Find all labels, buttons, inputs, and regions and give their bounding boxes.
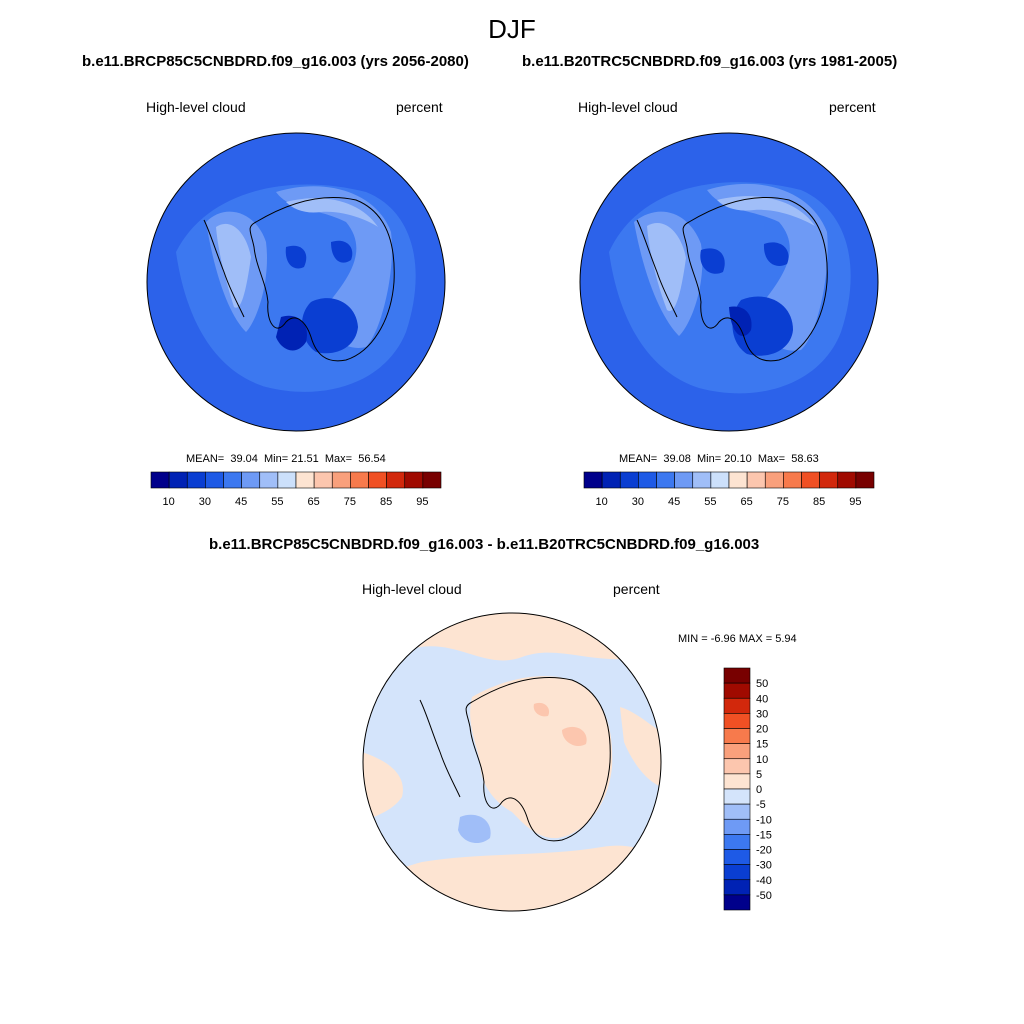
panel-2-stats: MEAN= 39.08 Min= 20.10 Max= 58.63 xyxy=(619,453,819,465)
diff-colorbar-tick-label: 15 xyxy=(756,739,768,751)
colorbar-tick-label: 10 xyxy=(163,496,175,508)
diff-colorbar-swatch xyxy=(723,713,751,729)
colorbar-swatch xyxy=(801,471,820,489)
colorbar-swatch xyxy=(205,471,224,489)
colorbar-swatch xyxy=(601,471,621,489)
diff-colorbar-tick-label: -10 xyxy=(756,814,772,826)
diff-colorbar-swatch xyxy=(723,773,751,790)
colorbar-swatch xyxy=(837,471,857,489)
colorbar-tick-label: 65 xyxy=(308,496,320,508)
panel-1-units: percent xyxy=(396,99,443,115)
colorbar-swatch xyxy=(186,471,206,489)
diff-colorbar-tick-label: 5 xyxy=(756,769,762,781)
colorbar-swatch xyxy=(331,471,351,489)
colorbar-swatch xyxy=(656,471,675,489)
panel-1-variable: High-level cloud xyxy=(146,99,246,115)
colorbar-tick-label: 45 xyxy=(668,496,680,508)
diff-colorbar-swatch xyxy=(723,849,751,865)
colorbar-swatch xyxy=(746,471,766,489)
colorbar-swatch xyxy=(259,471,279,489)
colorbar-tick-label: 30 xyxy=(632,496,644,508)
diff-colorbar-tick-label: -15 xyxy=(756,829,772,841)
diff-colorbar-swatch xyxy=(723,743,751,760)
diff-colorbar-tick-label: -40 xyxy=(756,875,772,887)
colorbar-swatch xyxy=(313,471,333,489)
diff-panel-title: b.e11.BRCP85C5CNBDRD.f09_g16.003 - b.e11… xyxy=(209,536,760,553)
diff-colorbar-swatch xyxy=(723,864,751,881)
colorbar-swatch xyxy=(674,471,694,489)
diff-panel-stats: MIN = -6.96 MAX = 5.94 xyxy=(678,633,797,645)
colorbar-swatch xyxy=(692,471,712,489)
colorbar-swatch xyxy=(728,471,748,489)
colorbar-swatch xyxy=(583,471,603,489)
colorbar-swatch xyxy=(295,471,315,489)
diff-colorbar-swatch xyxy=(723,728,751,744)
colorbar-swatch xyxy=(404,471,424,489)
colorbar-swatch xyxy=(150,471,170,489)
colorbar-tick-label: 45 xyxy=(235,496,247,508)
panel-2-title: b.e11.B20TRC5CNBDRD.f09_g16.003 (yrs 198… xyxy=(522,53,898,70)
diff-colorbar-swatch xyxy=(723,682,751,699)
panel-1-title: b.e11.BRCP85C5CNBDRD.f09_g16.003 (yrs 20… xyxy=(82,53,469,70)
colorbar-tick-label: 85 xyxy=(380,496,392,508)
panel-1-colorbar: 10 30 45 55 65 75 85 95 xyxy=(150,471,442,508)
panel-2-map xyxy=(579,132,879,432)
colorbar-tick-label: 65 xyxy=(741,496,753,508)
colorbar-tick-label: 85 xyxy=(813,496,825,508)
diff-colorbar-swatch xyxy=(723,697,751,714)
diff-colorbar-swatch xyxy=(723,667,751,684)
season-title: DJF xyxy=(488,14,536,44)
colorbar-swatch xyxy=(368,471,387,489)
panel-2-variable: High-level cloud xyxy=(578,99,678,115)
panel-1-stats: MEAN= 39.04 Min= 21.51 Max= 56.54 xyxy=(186,453,386,465)
colorbar-swatch xyxy=(619,471,639,489)
diff-colorbar-swatch xyxy=(723,879,751,896)
colorbar-swatch xyxy=(855,471,875,489)
diff-colorbar-tick-label: -50 xyxy=(756,890,772,902)
diff-colorbar-swatch xyxy=(723,803,751,820)
diff-colorbar-swatch xyxy=(723,818,751,835)
colorbar-swatch xyxy=(783,471,802,489)
colorbar-tick-label: 95 xyxy=(416,496,428,508)
colorbar-swatch xyxy=(223,471,242,489)
panel-2-colorbar: 10 30 45 55 65 75 85 95 xyxy=(583,471,875,508)
diff-colorbar-tick-label: 10 xyxy=(756,754,768,766)
colorbar-swatch xyxy=(422,471,442,489)
colorbar-tick-label: 75 xyxy=(777,496,789,508)
colorbar-swatch xyxy=(764,471,784,489)
colorbar-swatch xyxy=(168,471,188,489)
colorbar-tick-label: 55 xyxy=(704,496,716,508)
panel-1-map xyxy=(146,132,446,432)
colorbar-tick-label: 10 xyxy=(596,496,608,508)
diff-colorbar-tick-label: -30 xyxy=(756,860,772,872)
diff-colorbar-swatch xyxy=(723,788,751,805)
colorbar-tick-label: 55 xyxy=(271,496,283,508)
colorbar-swatch xyxy=(277,471,297,489)
colorbar-tick-label: 75 xyxy=(344,496,356,508)
diff-colorbar-tick-label: 20 xyxy=(756,724,768,736)
diff-colorbar-tick-label: 30 xyxy=(756,708,768,720)
diff-panel-variable: High-level cloud xyxy=(362,581,462,597)
colorbar-swatch xyxy=(241,471,261,489)
diff-colorbar-tick-label: 50 xyxy=(756,678,768,690)
diff-colorbar-tick-label: -20 xyxy=(756,845,772,857)
diff-colorbar-swatch xyxy=(723,834,751,850)
colorbar-swatch xyxy=(350,471,369,489)
colorbar-swatch xyxy=(710,471,730,489)
diff-panel-units: percent xyxy=(613,581,660,597)
diff-colorbar-tick-label: 0 xyxy=(756,784,762,796)
colorbar-swatch xyxy=(819,471,839,489)
diff-colorbar-tick-label: -5 xyxy=(756,799,766,811)
colorbar-tick-label: 30 xyxy=(199,496,211,508)
colorbar-swatch xyxy=(386,471,406,489)
colorbar-swatch xyxy=(638,471,657,489)
panel-2-units: percent xyxy=(829,99,876,115)
diff-colorbar-swatch xyxy=(723,758,751,775)
diff-panel-map xyxy=(362,612,662,912)
diff-colorbar-tick-label: 40 xyxy=(756,693,768,705)
colorbar-tick-label: 95 xyxy=(849,496,861,508)
diff-colorbar-swatch xyxy=(723,894,751,911)
